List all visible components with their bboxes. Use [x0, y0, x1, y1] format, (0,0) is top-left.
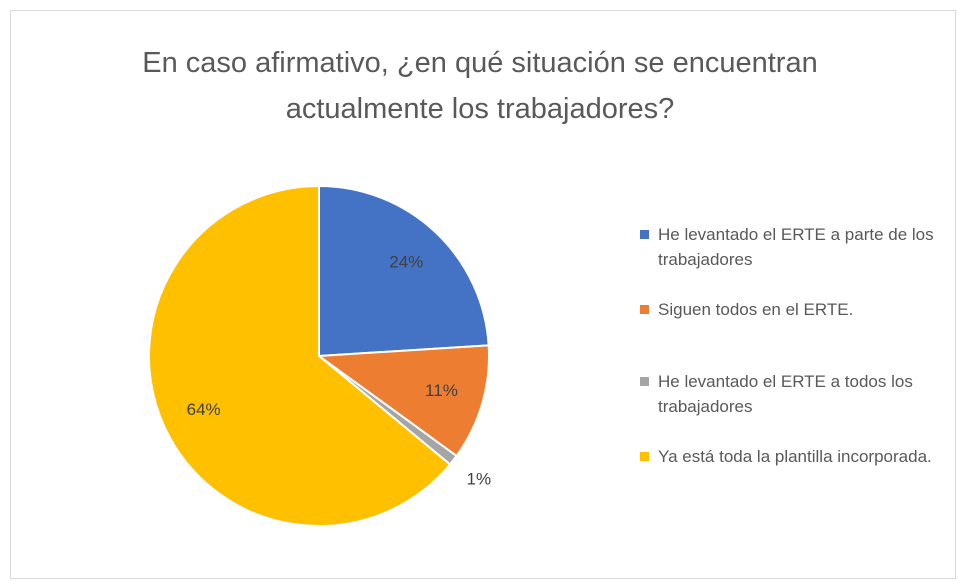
- legend-item: He levantado el ERTE a parte de los trab…: [640, 222, 950, 272]
- legend-swatch: [640, 230, 649, 239]
- legend-item: Siguen todos en el ERTE.: [640, 297, 950, 322]
- legend-swatch: [640, 452, 649, 461]
- legend-swatch: [640, 305, 649, 314]
- legend-label: Siguen todos en el ERTE.: [658, 300, 854, 319]
- legend-label: Ya está toda la plantilla incorporada.: [658, 447, 932, 466]
- chart-frame: [10, 10, 956, 579]
- pie-slice: [318, 184, 490, 358]
- data-label: 24%: [389, 253, 423, 272]
- chart-title: En caso afirmativo, ¿en qué situación se…: [142, 47, 818, 125]
- data-label: 64%: [187, 400, 221, 419]
- legend-label: He levantado el ERTE a parte de los trab…: [658, 225, 934, 269]
- data-label: 1%: [467, 469, 492, 488]
- legend-label: He levantado el ERTE a todos los trabaja…: [658, 372, 913, 416]
- pie-slice: [316, 344, 490, 458]
- legend-item: He levantado el ERTE a todos los trabaja…: [640, 369, 950, 419]
- legend-item: Ya está toda la plantilla incorporada.: [640, 444, 950, 469]
- data-label: 11%: [425, 381, 458, 400]
- legend-swatch: [640, 377, 649, 386]
- pie-slice: [148, 184, 452, 527]
